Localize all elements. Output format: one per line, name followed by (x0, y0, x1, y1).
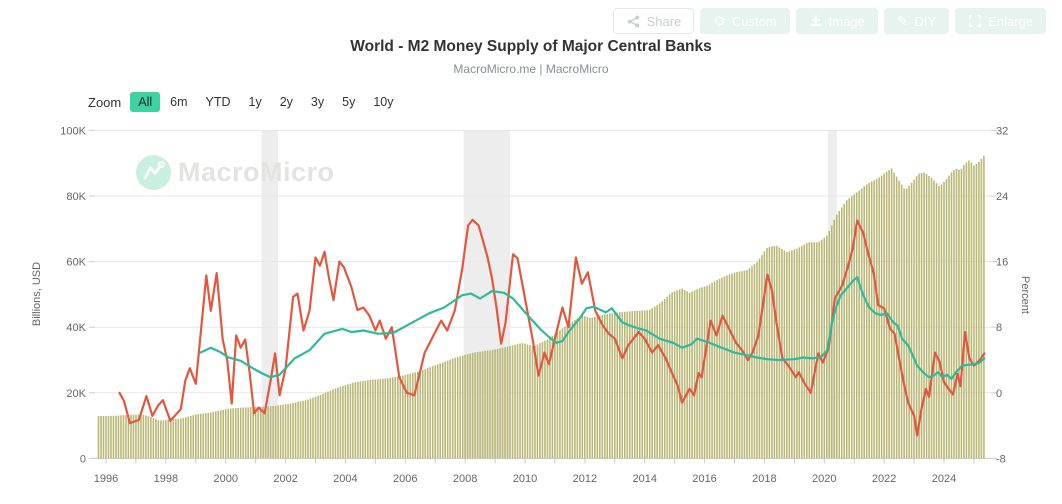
custom-button[interactable]: ⚙ Custom (700, 8, 790, 34)
x-axis-year-label: 2006 (393, 473, 417, 485)
x-axis-year-label: 1996 (94, 473, 118, 485)
x-axis-year-label: 2010 (513, 473, 537, 485)
x-axis-year-label: 2002 (273, 473, 297, 485)
line-series-yoy_growth_red_line (118, 218, 986, 437)
left-axis-tick-label: 0 (80, 453, 86, 465)
right-axis-tick-label: 8 (996, 322, 1002, 334)
chart-subtitle: MacroMicro.me | MacroMicro (453, 62, 609, 76)
bars-series-m2_money_supply_bars (97, 155, 985, 459)
range-button-5y[interactable]: 5y (334, 92, 363, 112)
x-axis-year-label: 2008 (453, 473, 477, 485)
line-series-yoy_growth_teal_line (199, 276, 986, 380)
x-axis-year-label: 2000 (213, 473, 237, 485)
share-icon (626, 14, 641, 29)
x-axis-year-label: 2004 (333, 473, 357, 485)
right-axis-tick-label: 16 (996, 257, 1008, 269)
image-button[interactable]: Image (795, 8, 878, 34)
x-axis-year-label: 2014 (632, 473, 656, 485)
x-axis-year-label: 2016 (692, 473, 716, 485)
range-button-1y[interactable]: 1y (241, 92, 270, 112)
range-button-10y[interactable]: 10y (365, 92, 401, 112)
x-axis-year-label: 2024 (932, 473, 956, 485)
left-axis-tick-label: 100K (60, 125, 86, 137)
diy-button[interactable]: ✎ DIY (883, 8, 950, 34)
range-button-ytd[interactable]: YTD (198, 92, 239, 112)
left-axis-tick-label: 80K (66, 191, 86, 203)
zoom-label: Zoom (88, 94, 122, 110)
custom-button-label: Custom (731, 13, 777, 29)
image-button-label: Image (828, 13, 865, 29)
download-icon (809, 14, 823, 28)
x-axis-year-label: 2022 (872, 473, 896, 485)
right-axis-tick-label: 32 (996, 125, 1008, 137)
right-axis-tick-label: 24 (996, 191, 1008, 203)
pencil-icon: ✎ (896, 13, 909, 29)
share-button-label: Share (646, 13, 682, 29)
right-axis-tick-label: 0 (996, 388, 1002, 400)
range-button-6m[interactable]: 6m (162, 92, 195, 112)
diy-button-label: DIY (914, 13, 937, 29)
left-axis-title: Billions, USD (31, 262, 43, 326)
x-axis-year-label: 2020 (812, 473, 836, 485)
expand-icon (968, 14, 982, 28)
x-axis-year-label: 2012 (573, 473, 597, 485)
x-axis-year-label: 1998 (154, 473, 178, 485)
x-axis-year-label: 2018 (752, 473, 776, 485)
enlarge-button[interactable]: Enlarge (955, 8, 1046, 34)
range-button-3y[interactable]: 3y (303, 92, 332, 112)
range-button-2y[interactable]: 2y (272, 92, 301, 112)
left-axis-tick-label: 20K (66, 388, 86, 400)
gear-icon: ⚙ (713, 13, 726, 29)
left-axis-tick-label: 40K (66, 322, 86, 334)
right-axis-title: Percent (1019, 276, 1031, 314)
right-axis-tick-label: -8 (996, 453, 1006, 465)
range-buttons: All 6m YTD 1y 2y 3y 5y 10y (130, 92, 401, 112)
axis-labels: 0 20K 40K 60K 80K 100K -8 0 8 16 24 32 1996 1998 2000 2… (31, 125, 1031, 485)
page-title: World - M2 Money Supply of Major Central… (350, 38, 712, 55)
enlarge-button-label: Enlarge (988, 13, 1033, 29)
share-button[interactable]: Share (612, 8, 695, 34)
range-button-all[interactable]: All (130, 92, 161, 112)
zoom-toolbar: Zoom All 6m YTD 1y 2y 3y 5y 10y (88, 92, 401, 112)
chart-action-toolbar: Share ⚙ Custom Image ✎ DIY (612, 8, 1046, 34)
left-axis-tick-label: 60K (66, 257, 86, 269)
